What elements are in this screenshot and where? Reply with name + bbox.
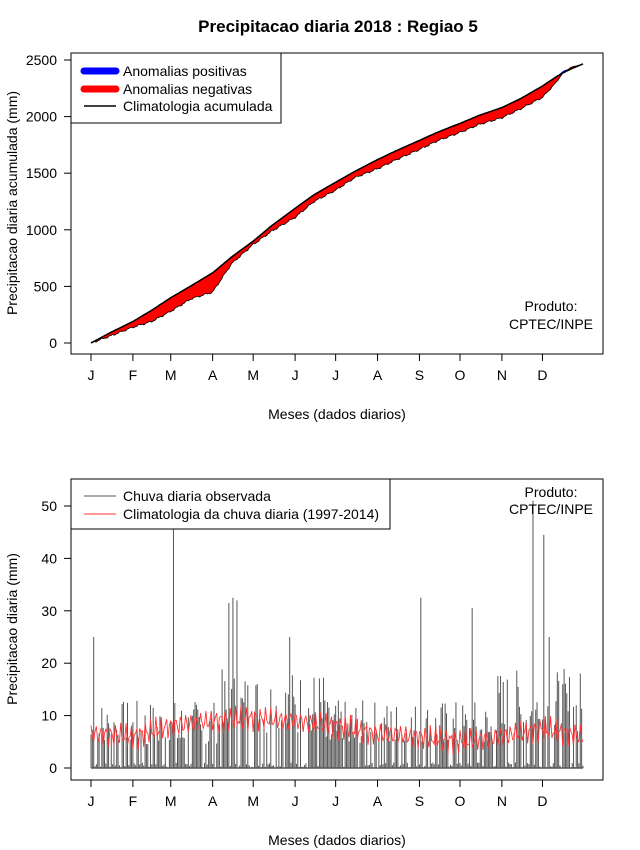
x-tick-label: F bbox=[129, 367, 138, 383]
x-tick-label: D bbox=[537, 793, 547, 809]
legend-box bbox=[70, 478, 391, 530]
y-tick-label: 2500 bbox=[26, 52, 57, 68]
y-tick-label: 0 bbox=[49, 760, 57, 776]
legend-label-negative: Anomalias negativas bbox=[123, 81, 252, 97]
legend-label-climatology: Climatologia acumulada bbox=[123, 98, 273, 114]
x-tick-label: J bbox=[332, 367, 339, 383]
y-axis-label: Precipitacao diaria acumulada (mm) bbox=[4, 91, 20, 315]
y-tick-label: 20 bbox=[41, 655, 57, 671]
legend: Chuva diaria observada Climatologia da c… bbox=[70, 478, 391, 530]
credit-line-1: Produto: bbox=[525, 484, 578, 500]
x-tick-label: O bbox=[455, 793, 466, 809]
x-tick-label: M bbox=[247, 367, 259, 383]
x-tick-label: A bbox=[373, 367, 383, 383]
y-axis-label: Precipitacao diaria (mm) bbox=[4, 553, 20, 705]
legend-label-positive: Anomalias positivas bbox=[123, 63, 247, 79]
y-axis: 0 10 20 30 40 50 bbox=[41, 498, 72, 776]
x-tick-label: J bbox=[88, 367, 95, 383]
negative-anomaly-area bbox=[91, 64, 583, 343]
y-tick-label: 40 bbox=[41, 550, 57, 566]
cumulative-precipitation-chart: 0 500 1000 1500 2000 2500 J F M A M J J A S O N D Precip… bbox=[4, 52, 604, 422]
y-tick-label: 2000 bbox=[26, 109, 57, 125]
x-tick-label: M bbox=[165, 793, 177, 809]
x-tick-label: N bbox=[497, 367, 507, 383]
y-tick-label: 10 bbox=[41, 708, 57, 724]
climatology-accumulated-line bbox=[90, 63, 584, 344]
y-tick-label: 500 bbox=[34, 278, 58, 294]
x-tick-label: M bbox=[165, 367, 177, 383]
credit-line-2: CPTEC/INPE bbox=[509, 316, 593, 332]
y-tick-label: 50 bbox=[41, 498, 57, 514]
x-tick-label: S bbox=[415, 367, 424, 383]
x-tick-label: S bbox=[415, 793, 424, 809]
climatology-line bbox=[90, 705, 584, 755]
chart-title: Precipitacao diaria 2018 : Regiao 5 bbox=[198, 17, 478, 36]
x-tick-label: J bbox=[332, 793, 339, 809]
credit-line-2: CPTEC/INPE bbox=[509, 501, 593, 517]
x-tick-label: A bbox=[208, 793, 218, 809]
x-tick-label: D bbox=[537, 367, 547, 383]
y-tick-label: 1500 bbox=[26, 165, 57, 181]
y-axis: 0 500 1000 1500 2000 2500 bbox=[26, 52, 72, 351]
x-tick-label: J bbox=[292, 793, 299, 809]
x-tick-label: F bbox=[129, 793, 138, 809]
x-tick-label: N bbox=[497, 793, 507, 809]
observed-accumulated-line bbox=[90, 63, 584, 343]
anomaly-areas bbox=[91, 64, 583, 343]
y-tick-label: 1000 bbox=[26, 222, 57, 238]
x-tick-label: J bbox=[292, 367, 299, 383]
credit-line-1: Produto: bbox=[525, 298, 578, 314]
x-tick-label: J bbox=[88, 793, 95, 809]
x-tick-label: O bbox=[455, 367, 466, 383]
x-axis-label: Meses (dados diarios) bbox=[268, 406, 406, 422]
legend: Anomalias positivas Anomalias negativas … bbox=[70, 52, 282, 124]
y-tick-label: 30 bbox=[41, 603, 57, 619]
x-axis-label: Meses (dados diarios) bbox=[268, 832, 406, 848]
daily-precipitation-chart: 0 10 20 30 40 50 J F M A M J J A S O N D Precipitacao di… bbox=[4, 478, 604, 848]
x-tick-label: A bbox=[373, 793, 383, 809]
climatology-daily-line bbox=[90, 705, 584, 755]
x-tick-label: M bbox=[247, 793, 259, 809]
series-lines bbox=[90, 63, 584, 344]
x-tick-label: A bbox=[208, 367, 218, 383]
y-tick-label: 0 bbox=[49, 335, 57, 351]
legend-label-climatology: Climatologia da chuva diaria (1997-2014) bbox=[123, 506, 379, 522]
legend-label-observed: Chuva diaria observada bbox=[123, 488, 271, 504]
